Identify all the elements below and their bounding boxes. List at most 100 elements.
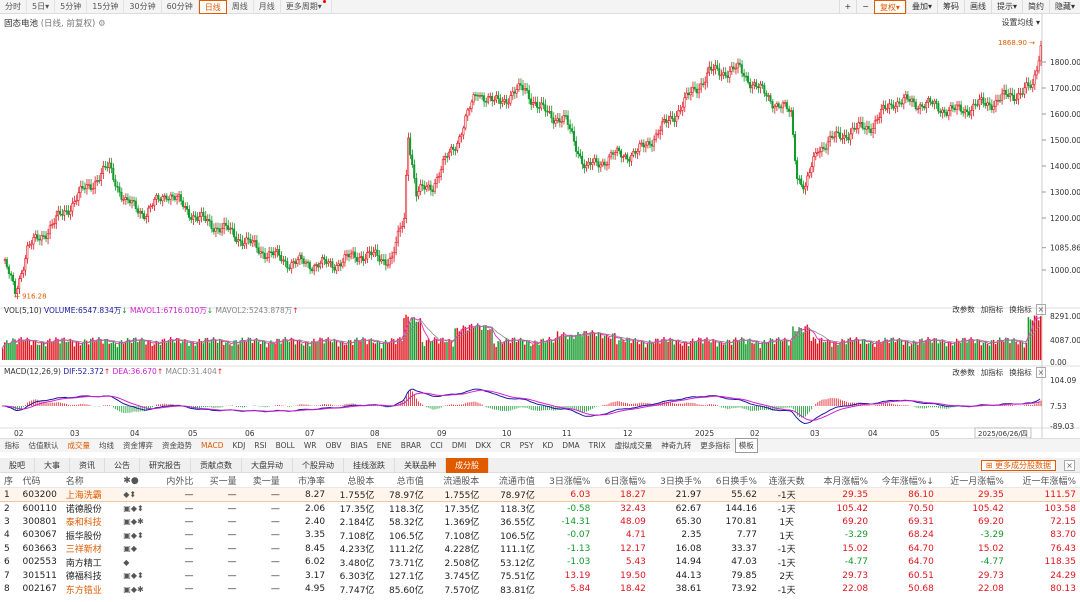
indicator-tab-16[interactable]: DMI [451,441,467,450]
panel-button-0[interactable]: 改参数 [952,305,975,314]
panel-button-1[interactable]: 加指标 [980,305,1004,314]
chart-area[interactable]: 1800.00 1700.00 1600.00 1500.00 1400.00 1300.… [0,14,1080,439]
indicator-tab-12[interactable]: BIAS [350,441,368,450]
indicator-tab-4[interactable]: 资金博弈 [123,441,153,450]
col-header-8[interactable]: 总股本 [329,474,379,488]
ma-settings-button[interactable]: 设置均线 ▾ [1001,18,1040,27]
close-icon[interactable]: × [1064,460,1075,471]
indicator-tab-14[interactable]: BRAR [400,441,422,450]
period-tab-6[interactable]: 日线 [198,0,227,14]
bottom-tab-4[interactable]: 研究报告 [140,457,191,473]
more-constituents-button[interactable]: ⊞ 更多成分股数据 [980,460,1056,471]
indicator-tab-20[interactable]: KD [542,441,554,450]
tool-button-0[interactable]: + [838,0,857,14]
table-row[interactable]: 6 002553 南方精工 ◆ — — — 6.02 3.480亿 73.71亿 2.508亿 53.… [0,556,1080,570]
col-header-6[interactable]: 卖一量 [240,474,284,488]
table-row[interactable]: 2 600110 诺德股份 ▣◆⬍ — — — 2.06 17.35亿 118.3亿 17.35亿 1… [0,502,1080,516]
period-tab-4[interactable]: 30分钟 [124,0,162,14]
col-header-18[interactable]: 今年涨幅%↓ [872,474,938,488]
col-header-0[interactable]: 序 [0,474,19,488]
table-row[interactable]: 3 300801 泰和科技 ▣◆✱ — — — 2.40 2.184亿 58.32亿 1.369亿 3… [0,515,1080,529]
gear-icon[interactable]: ⚙ [97,19,106,29]
bottom-tab-0[interactable]: 股吧 [0,457,35,473]
table-row[interactable]: 1 603200 上海洗霸 ◆⬍ — — —8.27 1.755亿 78.97亿 1.755亿 78… [0,487,1080,502]
tool-button-1[interactable]: − [856,0,874,14]
indicator-tab-9[interactable]: BOLL [275,441,295,450]
indicator-tab-26[interactable]: 模板 [734,438,758,453]
indicator-tab-1[interactable]: 估值默认 [28,441,59,450]
indicator-tab-17[interactable]: DKX [475,441,492,450]
indicator-tab-6[interactable]: MACD [201,441,224,450]
tool-button-3[interactable]: 叠加▾ [905,0,937,14]
period-tab-0[interactable]: 分时 [0,0,27,14]
indicator-tab-24[interactable]: 神奇九转 [661,441,692,450]
indicator-tab-8[interactable]: RSI [254,441,267,450]
indicator-tab-25[interactable]: 更多指标 [700,441,731,450]
table-row[interactable]: 4 603067 振华股份 ▣◆⬍ — — — 3.35 7.108亿 106.5亿 7.108亿 1… [0,529,1080,543]
col-header-3[interactable]: ✱● [119,474,153,488]
bottom-tab-7[interactable]: 个股异动 [293,457,344,473]
period-tab-2[interactable]: 5分钟 [55,0,88,14]
col-header-12[interactable]: 3日涨幅% [538,474,595,488]
panel-button-0[interactable]: 改参数 [952,368,975,377]
tool-button-8[interactable]: 隐藏▾ [1048,0,1080,14]
tool-button-2[interactable]: 复权▾ [873,0,906,14]
panel-button-1[interactable]: 加指标 [980,368,1004,377]
col-header-5[interactable]: 买一量 [197,474,241,488]
col-header-20[interactable]: 近一年涨幅% [1007,474,1080,488]
panel-close-icon[interactable]: × [1035,367,1046,378]
indicator-tab-15[interactable]: CCI [430,441,443,450]
indicator-tab-5[interactable]: 资金趋势 [162,441,192,450]
tool-button-6[interactable]: 提示▾ [990,0,1022,14]
tool-button-5[interactable]: 画线 [963,0,991,14]
bottom-tab-8[interactable]: 挂线涨跌 [344,457,395,473]
bottom-tab-6[interactable]: 大盘异动 [242,457,293,473]
bottom-tab-5[interactable]: 贡献点数 [191,457,242,473]
table-row[interactable]: 5 603663 三祥新材 ▣◆ — — — 8.45 4.233亿 111.2亿 4.228亿 11… [0,542,1080,556]
col-header-9[interactable]: 总市值 [378,474,428,488]
period-tab-9[interactable]: 更多周期▾ [281,0,332,14]
col-header-1[interactable]: 代码 [18,474,62,488]
col-header-14[interactable]: 3日换手% [649,474,706,488]
indicator-tab-2[interactable]: 成交量 [67,441,91,450]
bottom-tab-10[interactable]: 成分股 [446,457,489,473]
col-header-13[interactable]: 6日涨幅% [594,474,650,488]
col-header-19[interactable]: 近一月涨幅% [937,474,1008,488]
bottom-tab-9[interactable]: 关联品种 [395,457,446,473]
indicator-tab-13[interactable]: ENE [376,441,392,450]
indicator-tab-19[interactable]: PSY [519,441,534,450]
period-tab-8[interactable]: 月线 [254,0,281,14]
period-tab-7[interactable]: 周线 [227,0,254,14]
col-header-10[interactable]: 流通股本 [427,474,484,488]
col-header-11[interactable]: 流通市值 [483,474,539,488]
period-tab-3[interactable]: 15分钟 [87,0,125,14]
panel-button-2[interactable]: 换指标 [1009,305,1032,314]
panel-close-icon[interactable]: × [1035,304,1046,315]
indicator-tab-21[interactable]: DMA [562,441,580,450]
indicator-tab-23[interactable]: 虚拟成交量 [614,441,653,450]
tool-button-7[interactable]: 简约 [1021,0,1049,14]
table-row[interactable]: 7 301511 德福科技 ▣◆⬍ — — — 3.17 6.303亿 127.1亿 3.745亿 7… [0,569,1080,583]
col-header-2[interactable]: 名称 [61,474,120,488]
col-header-4[interactable]: 内外比 [152,474,198,488]
table-row[interactable]: 8 002167 东方锆业 ▣◆✱ — — — 4.95 7.747亿 85.60亿 7.570亿 8… [0,583,1080,597]
indicator-tab-11[interactable]: OBV [325,441,342,450]
period-tab-1[interactable]: 5日▾ [27,0,56,14]
indicator-tab-3[interactable]: 均线 [99,441,114,450]
indicator-tab-18[interactable]: CR [500,441,511,450]
kline-chart[interactable]: 1800.00 1700.00 1600.00 1500.00 1400.00 1300.… [0,14,1080,439]
col-header-7[interactable]: 市净率 [283,474,330,488]
bottom-tab-1[interactable]: 大事 [35,457,70,473]
indicator-tab-0[interactable]: 指标 [4,441,20,450]
period-tab-5[interactable]: 60分钟 [162,0,199,14]
bottom-tab-2[interactable]: 资讯 [70,457,105,473]
col-header-17[interactable]: 本月涨幅% [812,474,873,488]
col-header-16[interactable]: 连涨天数 [760,474,813,488]
col-header-15[interactable]: 6日换手% [705,474,761,488]
indicator-tab-7[interactable]: KDJ [232,441,246,450]
panel-button-2[interactable]: 换指标 [1009,368,1032,377]
bottom-tab-3[interactable]: 公告 [105,457,140,473]
indicator-tab-10[interactable]: WR [303,441,317,450]
indicator-tab-22[interactable]: TRIX [588,441,606,450]
tool-button-4[interactable]: 筹码 [936,0,964,14]
